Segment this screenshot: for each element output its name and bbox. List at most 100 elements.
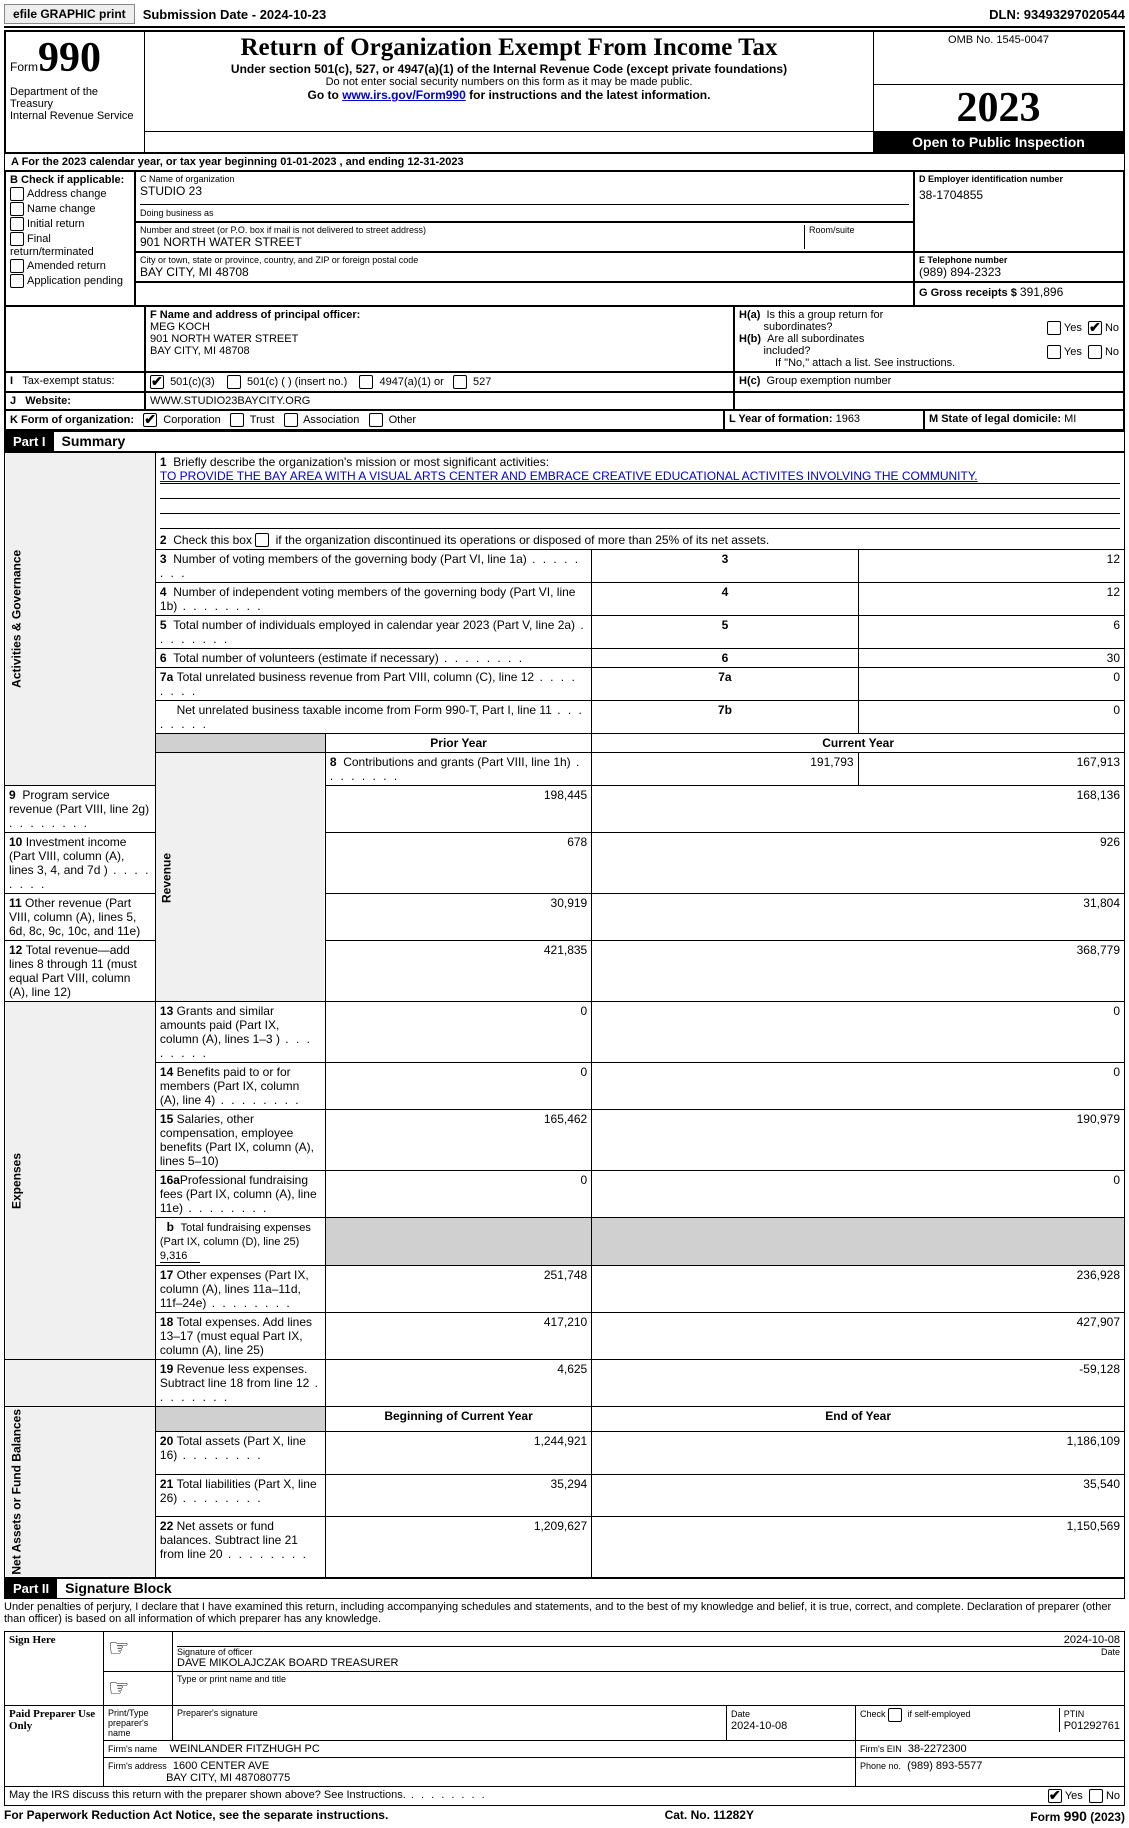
form-title: Return of Organization Exempt From Incom… <box>149 34 869 62</box>
cb-501c[interactable] <box>227 375 241 389</box>
cb-501c3[interactable] <box>150 375 164 389</box>
cb-name-change[interactable]: Name change <box>10 202 130 216</box>
cb-other[interactable] <box>369 413 383 427</box>
prior-year-header: Prior Year <box>325 734 591 753</box>
part1-title: Summary <box>54 433 126 449</box>
officer-addr1: 901 NORTH WATER STREET <box>150 333 298 345</box>
paid-preparer-label: Paid Preparer Use Only <box>5 1705 104 1786</box>
part1-badge: Part I <box>5 432 54 451</box>
l-label: L Year of formation: <box>729 413 833 425</box>
cb-corp[interactable] <box>143 413 157 427</box>
ssn-note: Do not enter social security numbers on … <box>149 76 869 88</box>
part2-title: Signature Block <box>57 1580 172 1596</box>
line5-val: 6 <box>858 616 1124 649</box>
firm-name: WEINLANDER FITZHUGH PC <box>169 1743 319 1755</box>
part1-header-row: Part I Summary <box>4 431 1125 452</box>
form-subtitle: Under section 501(c), 527, or 4947(a)(1)… <box>149 62 869 76</box>
dln-number: DLN: 93493297020544 <box>989 7 1125 22</box>
group-activities: Activities & Governance <box>5 452 156 786</box>
line7a-val: 0 <box>858 668 1124 701</box>
mission-text: TO PROVIDE THE BAY AREA WITH A VISUAL AR… <box>160 469 1120 484</box>
cb-line2[interactable] <box>255 533 269 547</box>
c-label: C Name of organization <box>140 174 909 184</box>
hc-label: Group exemption number <box>767 375 892 387</box>
form-page-label: Form 990 (2023) <box>1030 1808 1125 1824</box>
ha-no[interactable] <box>1088 321 1102 335</box>
hb-no[interactable] <box>1088 345 1102 359</box>
omb-number: OMB No. 1545-0047 <box>874 31 1125 84</box>
gross-receipts: 391,896 <box>1020 285 1063 299</box>
street-address: 901 NORTH WATER STREET <box>140 235 804 249</box>
i-label: Tax-exempt status: <box>22 375 114 387</box>
tax-year: 2023 <box>874 84 1125 131</box>
m-label: M State of legal domicile: <box>929 413 1061 425</box>
dba-label: Doing business as <box>140 208 214 218</box>
penalties-statement: Under penalties of perjury, I declare th… <box>4 1599 1125 1631</box>
cb-application-pending[interactable]: Application pending <box>10 274 130 288</box>
cb-527[interactable] <box>453 375 467 389</box>
line6-label: Total number of volunteers (estimate if … <box>173 651 438 665</box>
current-year-header: Current Year <box>592 734 1125 753</box>
page-footer: For Paperwork Reduction Act Notice, see … <box>4 1808 1125 1824</box>
state-domicile: MI <box>1064 413 1076 425</box>
top-bar: efile GRAPHIC print Submission Date - 20… <box>4 4 1125 28</box>
cb-amended-return[interactable]: Amended return <box>10 259 130 273</box>
line3-val: 12 <box>858 550 1124 583</box>
website: WWW.STUDIO23BAYCITY.ORG <box>145 392 734 410</box>
form-header: Form990 Return of Organization Exempt Fr… <box>4 30 1125 154</box>
sig-officer-label: Signature of officer <box>177 1647 252 1657</box>
ptin-value: P01292761 <box>1064 1720 1120 1732</box>
f-label: F Name and address of principal officer: <box>150 309 360 321</box>
hb-yes[interactable] <box>1047 345 1061 359</box>
part2-header-row: Part II Signature Block <box>4 1578 1125 1599</box>
line7b-label: Net unrelated business taxable income fr… <box>177 703 552 717</box>
officer-name: MEG KOCH <box>150 321 210 333</box>
g-label: G Gross receipts $ <box>919 287 1017 299</box>
ha-yes[interactable] <box>1047 321 1061 335</box>
open-public-badge: Open to Public Inspection <box>874 131 1125 153</box>
d-label: D Employer identification number <box>919 174 1119 184</box>
irs-discuss-yes[interactable] <box>1048 1789 1062 1803</box>
line4-val: 12 <box>858 583 1124 616</box>
sig-date1: 2024-10-08 <box>1064 1634 1120 1646</box>
signature-table: Sign Here ☞ 2024-10-08 Signature of offi… <box>4 1631 1125 1806</box>
line3-label: Number of voting members of the governin… <box>173 552 527 566</box>
line-a-tax-year: A For the 2023 calendar year, or tax yea… <box>5 154 1124 171</box>
cb-trust[interactable] <box>230 413 244 427</box>
group-net-assets: Net Assets or Fund Balances <box>5 1407 156 1578</box>
city-label: City or town, state or province, country… <box>140 255 909 265</box>
org-name: STUDIO 23 <box>140 184 909 198</box>
goto-line: Go to www.irs.gov/Form990 for instructio… <box>149 88 869 102</box>
telephone: (989) 894-2323 <box>919 265 1119 279</box>
sign-here-label: Sign Here <box>5 1631 104 1705</box>
room-label: Room/suite <box>809 225 909 235</box>
line7a-label: Total unrelated business revenue from Pa… <box>177 670 535 684</box>
cb-self-employed[interactable] <box>888 1708 902 1722</box>
line7b-val: 0 <box>858 701 1124 734</box>
irs-discuss-no[interactable] <box>1089 1789 1103 1803</box>
cb-assoc[interactable] <box>284 413 298 427</box>
cb-4947[interactable] <box>359 375 373 389</box>
ein-value: 38-1704855 <box>919 188 1119 202</box>
firm-ein: 38-2272300 <box>908 1743 967 1755</box>
cb-final-return[interactable]: Final return/terminated <box>10 232 130 258</box>
dept-treasury: Department of the TreasuryInternal Reven… <box>5 84 145 153</box>
irs-form990-link[interactable]: www.irs.gov/Form990 <box>342 88 466 102</box>
k-label: K Form of organization: <box>10 413 134 425</box>
part2-badge: Part II <box>5 1579 57 1598</box>
e-label: E Telephone number <box>919 255 1119 265</box>
cb-address-change[interactable]: Address change <box>10 187 130 201</box>
boy-header: Beginning of Current Year <box>325 1407 591 1432</box>
prep-date: 2024-10-08 <box>731 1720 787 1732</box>
b-label: B Check if applicable: <box>10 174 130 186</box>
cat-no: Cat. No. 11282Y <box>665 1808 754 1824</box>
cb-initial-return[interactable]: Initial return <box>10 217 130 231</box>
entity-info-section: A For the 2023 calendar year, or tax yea… <box>4 154 1125 431</box>
year-formation: 1963 <box>836 413 860 425</box>
type-name-label: Type or print name and title <box>177 1674 1120 1684</box>
line6-val: 30 <box>858 649 1124 668</box>
officer-signature-name: DAVE MIKOLAJCZAK BOARD TREASURER <box>177 1657 1120 1669</box>
efile-print-button[interactable]: efile GRAPHIC print <box>4 4 135 24</box>
line1-label: Briefly describe the organization's miss… <box>173 455 549 469</box>
irs-discuss-label: May the IRS discuss this return with the… <box>9 1789 406 1801</box>
